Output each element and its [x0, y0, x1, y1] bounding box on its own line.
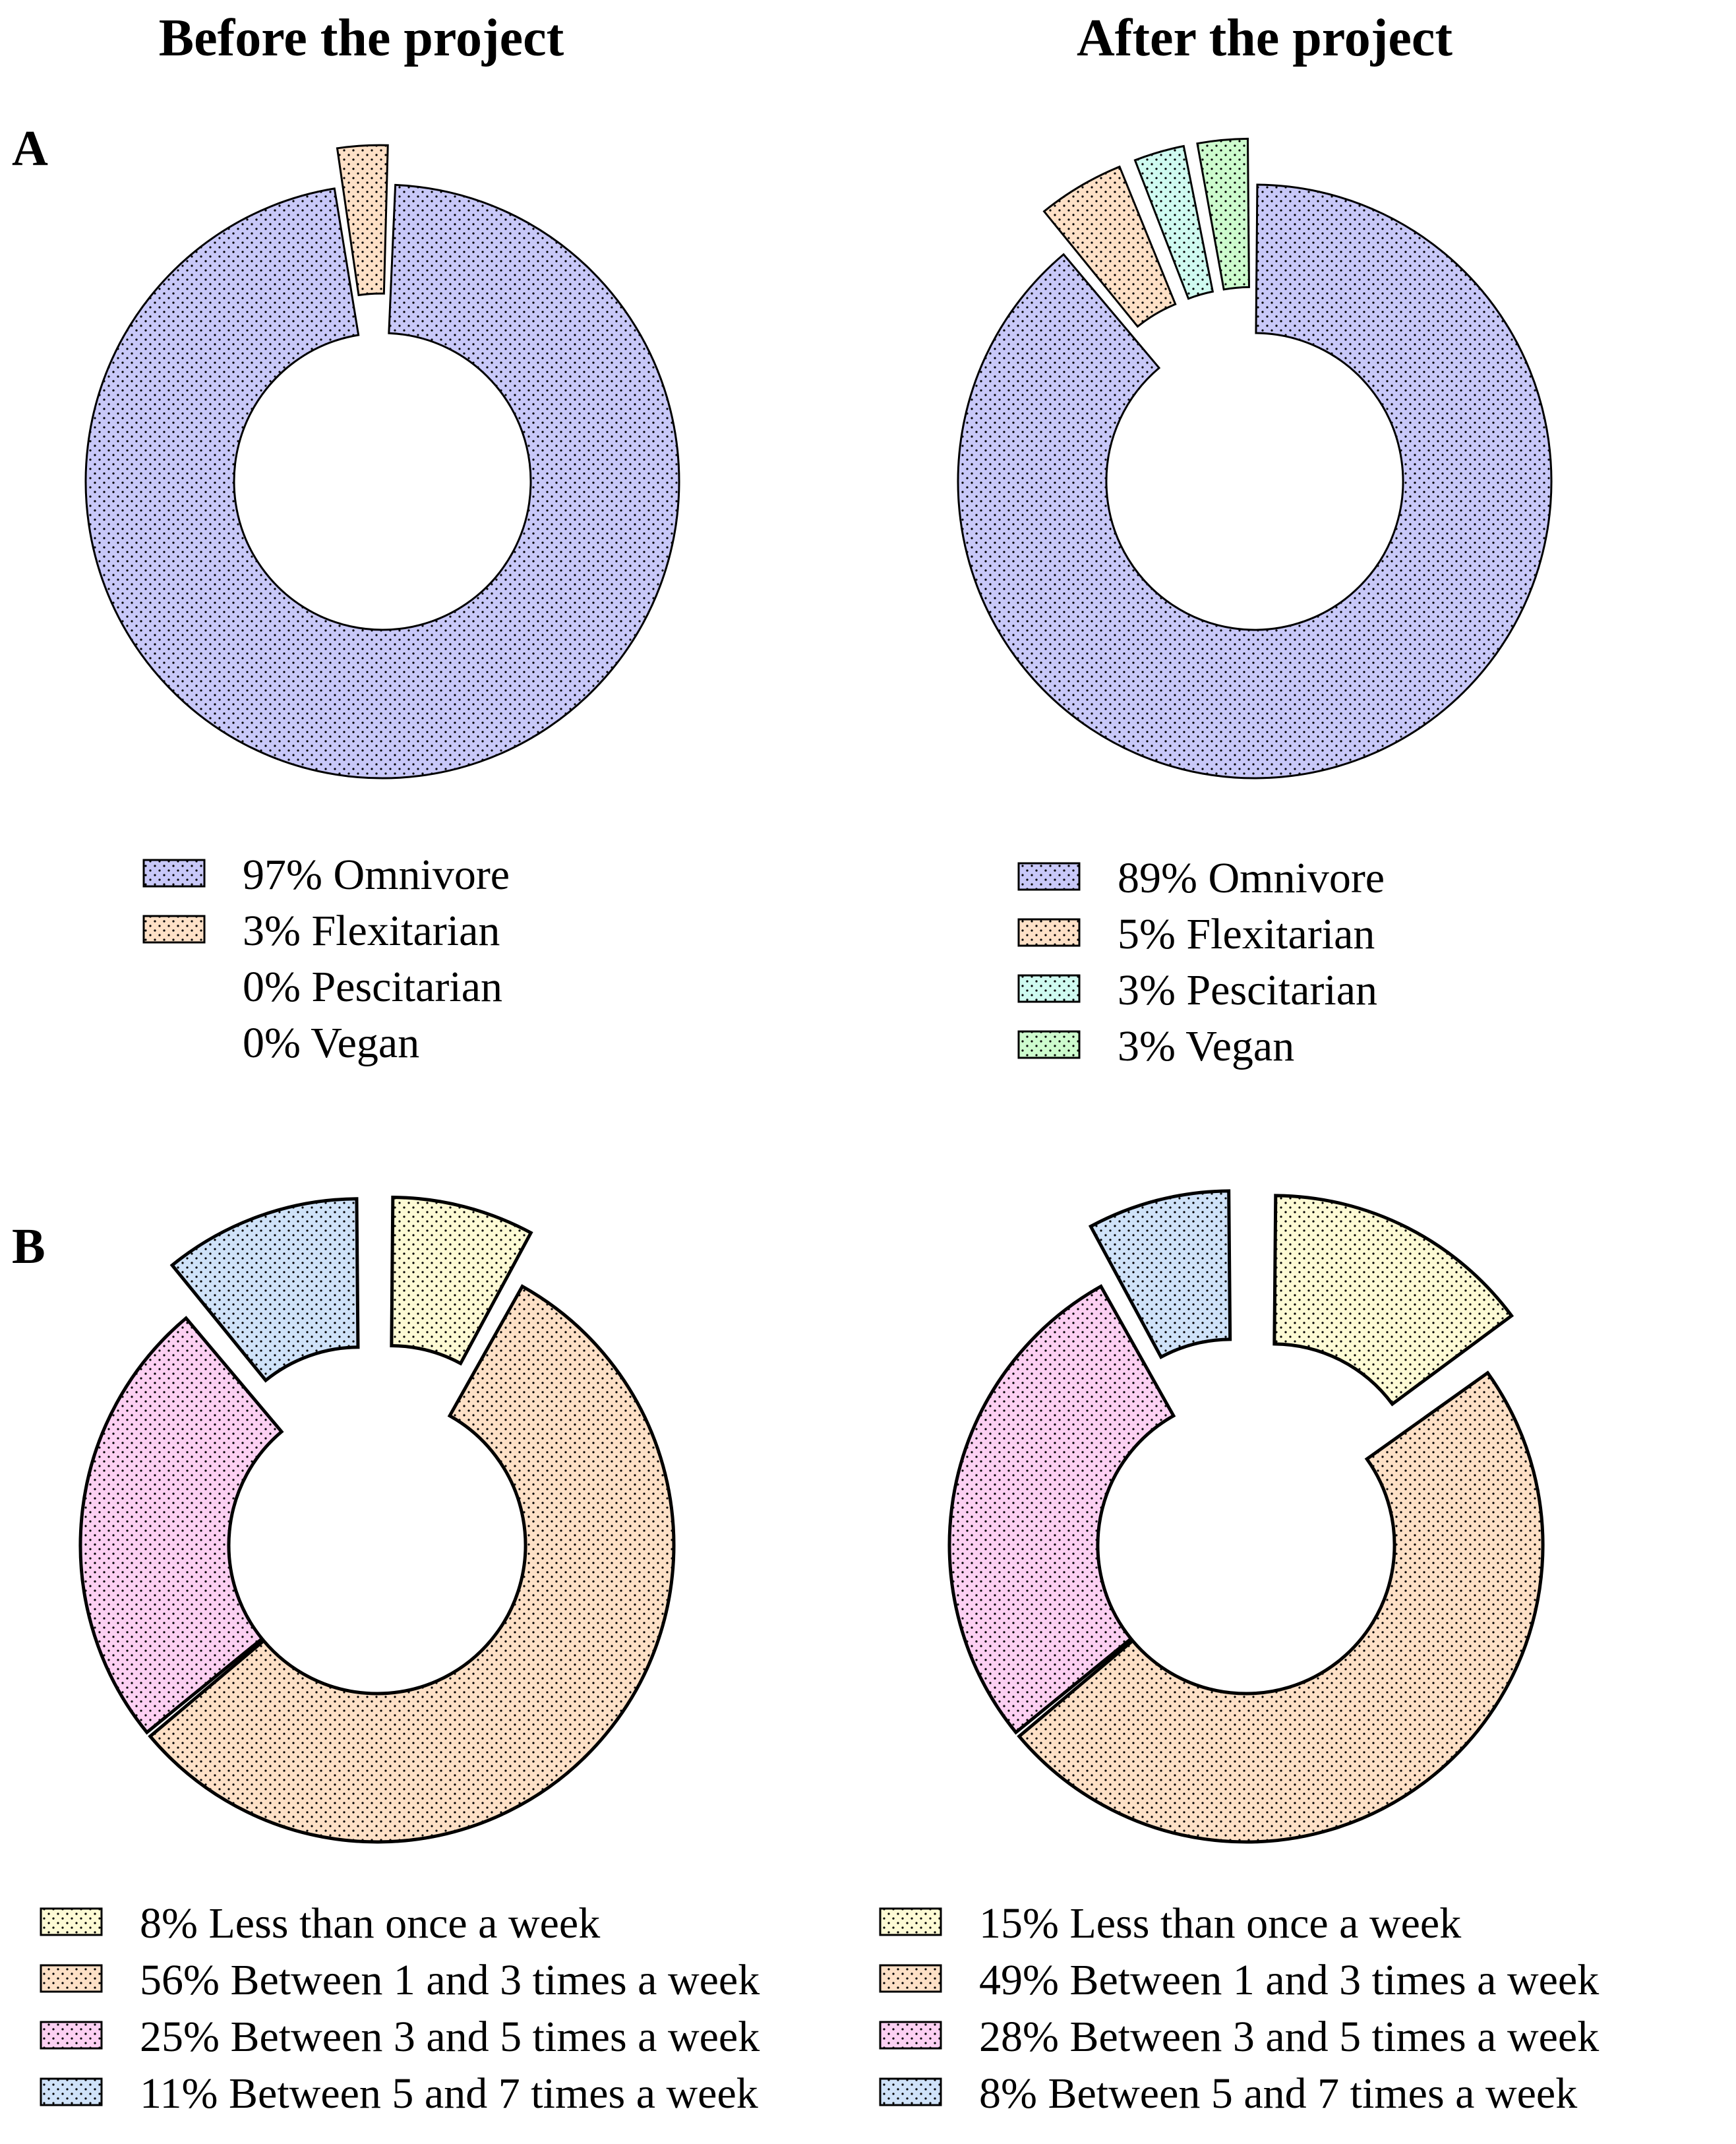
legend-swatch: [879, 1964, 942, 1993]
legend-label: 3% Flexitarian: [243, 907, 500, 955]
slice-less-than-once-a-week: [390, 1196, 533, 1366]
donut-b-after: [947, 1189, 1545, 1844]
legend-label: 56% Between 1 and 3 times a week: [140, 1956, 760, 2004]
legend-item-vegan: 0% Vegan: [243, 1019, 419, 1067]
donut-a-before: [84, 144, 680, 780]
legend-item-between-5-and-7-times-a-week: 11% Between 5 and 7 times a week: [40, 2069, 758, 2118]
legend-label: 8% Less than once a week: [140, 1899, 600, 1947]
legend-label: 11% Between 5 and 7 times a week: [140, 2069, 758, 2118]
legend-swatch: [142, 915, 206, 944]
slice-pescitarian: [1133, 144, 1214, 300]
slice-flexitarian: [1042, 165, 1177, 328]
legend-item-omnivore: 89% Omnivore: [1017, 854, 1385, 902]
legend-swatch: [40, 2021, 103, 2050]
legend-label: 0% Pescitarian: [243, 963, 502, 1011]
legend-swatch: [142, 859, 206, 888]
legend-item-flexitarian: 3% Flexitarian: [142, 907, 500, 955]
legend-swatch: [879, 2021, 942, 2050]
legend-a-after: 89% Omnivore 5% Flexitarian 3% Pescitarian…: [1017, 854, 1385, 1070]
legend-swatch: [40, 1964, 103, 1993]
donut-b-before: [78, 1196, 676, 1844]
legend-item-between-1-and-3-times-a-week: 56% Between 1 and 3 times a week: [40, 1956, 760, 2004]
legend-item-flexitarian: 5% Flexitarian: [1017, 910, 1375, 958]
legend-item-between-3-and-5-times-a-week: 25% Between 3 and 5 times a week: [40, 2013, 760, 2061]
header-before: Before the project: [159, 9, 564, 67]
legend-item-omnivore: 97% Omnivore: [142, 851, 510, 899]
legend-swatch: [1017, 918, 1081, 947]
legend-swatch: [879, 2077, 942, 2106]
slice-flexitarian: [336, 144, 389, 297]
slice-between-3-and-5-times-a-week: [947, 1284, 1176, 1735]
legend-swatch: [40, 1907, 103, 1936]
legend-item-pescitarian: 0% Pescitarian: [243, 963, 502, 1011]
legend-item-between-5-and-7-times-a-week: 8% Between 5 and 7 times a week: [879, 2069, 1577, 2118]
slice-between-1-and-3-times-a-week: [1017, 1370, 1545, 1844]
header-after: After the project: [1077, 9, 1452, 67]
slice-less-than-once-a-week: [1272, 1194, 1514, 1407]
legend-label: 8% Between 5 and 7 times a week: [979, 2069, 1577, 2118]
legend-swatch: [879, 1907, 942, 1936]
legend-label: 25% Between 3 and 5 times a week: [140, 2013, 760, 2061]
legend-label: 5% Flexitarian: [1118, 910, 1375, 958]
slice-between-3-and-5-times-a-week: [78, 1316, 284, 1735]
legend-label: 3% Vegan: [1118, 1022, 1294, 1070]
legend-a-before: 97% Omnivore 3% Flexitarian 0% Pescitarian…: [142, 851, 510, 1067]
legend-item-pescitarian: 3% Pescitarian: [1017, 966, 1377, 1014]
legend-label: 15% Less than once a week: [979, 1899, 1461, 1947]
panel-label-a: A: [12, 121, 48, 176]
panel-label-b: B: [12, 1219, 45, 1274]
slice-omnivore: [957, 183, 1553, 780]
legend-label: 3% Pescitarian: [1118, 966, 1377, 1014]
legend-label: 0% Vegan: [243, 1019, 419, 1067]
legend-item-vegan: 3% Vegan: [1017, 1022, 1294, 1070]
slice-between-5-and-7-times-a-week: [1088, 1189, 1232, 1360]
legend-label: 49% Between 1 and 3 times a week: [979, 1956, 1599, 2004]
legend-item-between-3-and-5-times-a-week: 28% Between 3 and 5 times a week: [879, 2013, 1599, 2061]
legend-item-less-than-once-a-week: 15% Less than once a week: [879, 1899, 1461, 1947]
legend-b-after: 15% Less than once a week 49% Between 1 a…: [879, 1899, 1599, 2118]
legend-label: 97% Omnivore: [243, 851, 510, 899]
slice-vegan: [1196, 137, 1250, 291]
legend-item-less-than-once-a-week: 8% Less than once a week: [40, 1899, 600, 1947]
legend-label: 28% Between 3 and 5 times a week: [979, 2013, 1599, 2061]
slice-omnivore: [84, 183, 680, 780]
legend-swatch: [1017, 1030, 1081, 1059]
legend-swatch: [1017, 974, 1081, 1003]
donut-a-after: [957, 137, 1553, 780]
slice-between-5-and-7-times-a-week: [169, 1197, 360, 1383]
legend-label: 89% Omnivore: [1118, 854, 1385, 902]
legend-item-between-1-and-3-times-a-week: 49% Between 1 and 3 times a week: [879, 1956, 1599, 2004]
legend-b-before: 8% Less than once a week 56% Between 1 an…: [40, 1899, 760, 2118]
legend-swatch: [1017, 862, 1081, 891]
slice-between-1-and-3-times-a-week: [148, 1284, 676, 1844]
legend-swatch: [40, 2077, 103, 2106]
